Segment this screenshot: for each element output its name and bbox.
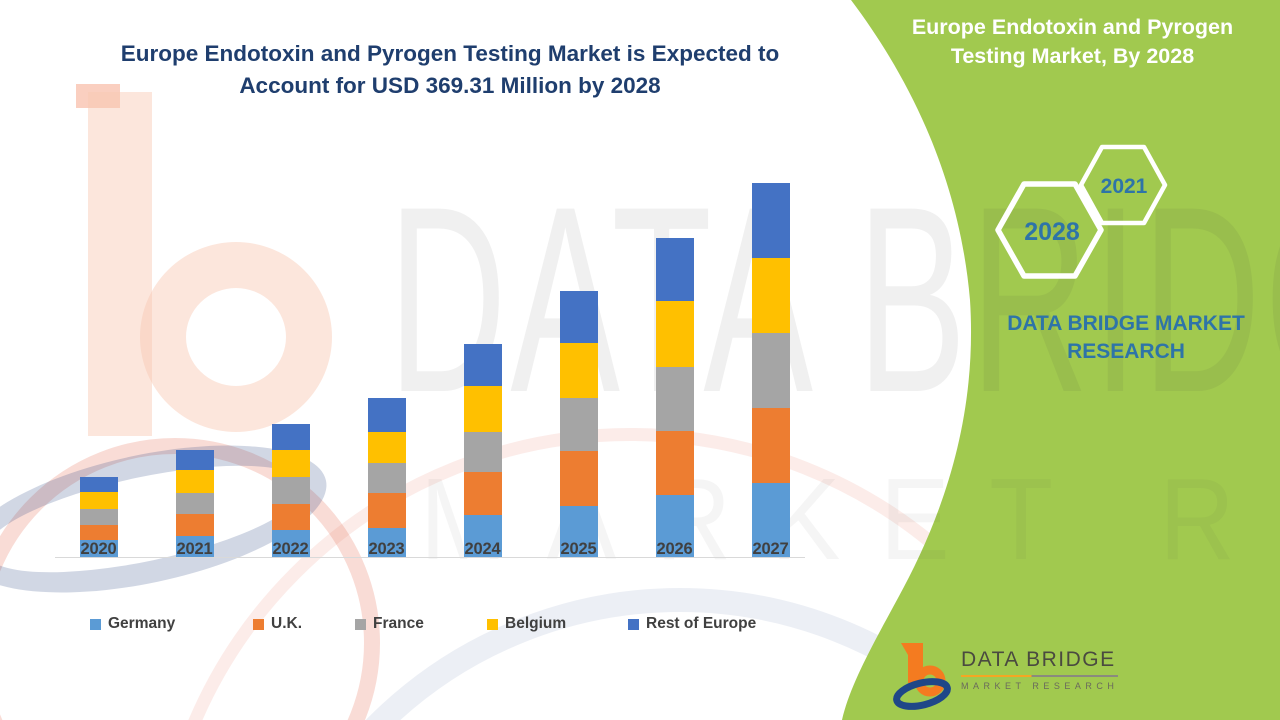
bar-segment-france-2020 bbox=[79, 509, 118, 525]
bar-segment-france-2021 bbox=[175, 493, 214, 514]
x-axis-label-2024: 2024 bbox=[464, 540, 501, 558]
bar-segment-u-k-2022 bbox=[271, 504, 310, 530]
bar-segment-belgium-2021 bbox=[175, 470, 214, 493]
bar-segment-u-k-2020 bbox=[79, 525, 118, 540]
x-axis-label-2021: 2021 bbox=[176, 540, 213, 558]
bar-segment-u-k-2025 bbox=[559, 451, 598, 506]
bar-segment-rest-of-europe-2026 bbox=[655, 238, 694, 301]
chart-title: Europe Endotoxin and Pyrogen Testing Mar… bbox=[75, 38, 825, 102]
legend-item-france: France bbox=[355, 615, 424, 633]
x-axis-line bbox=[55, 557, 805, 558]
bar-segment-germany-2023 bbox=[367, 528, 406, 557]
bar-segment-belgium-2020 bbox=[79, 492, 118, 509]
legend-label-germany: Germany bbox=[108, 615, 176, 632]
bar-segment-belgium-2027 bbox=[751, 258, 790, 333]
bar-segment-france-2027 bbox=[751, 333, 790, 408]
logo-name: DATA BRIDGE bbox=[961, 648, 1116, 671]
bar-column-2022 bbox=[271, 424, 310, 557]
legend-swatch-belgium bbox=[487, 618, 498, 630]
legend-label-belgium: Belgium bbox=[505, 615, 567, 632]
bar-segment-rest-of-europe-2021 bbox=[175, 450, 214, 470]
legend-swatch-rest-of-europe bbox=[628, 618, 639, 630]
bar-segment-u-k-2021 bbox=[175, 514, 214, 536]
bar-segment-germany-2025 bbox=[559, 506, 598, 557]
bar-column-2026 bbox=[655, 238, 694, 557]
bar-segment-germany-2022 bbox=[271, 530, 310, 557]
data-bridge-logo-icon bbox=[893, 643, 951, 710]
logo-divider bbox=[961, 675, 1119, 677]
legend-swatch-u-k bbox=[253, 618, 264, 630]
bar-segment-u-k-2027 bbox=[751, 408, 790, 483]
hexagon-label-2021: 2021 bbox=[1100, 175, 1148, 198]
hexagon-badges bbox=[995, 144, 1168, 279]
legend-swatch-france bbox=[355, 618, 366, 630]
bar-segment-germany-2026 bbox=[655, 495, 694, 557]
bar-segment-u-k-2026 bbox=[655, 431, 694, 495]
bar-segment-rest-of-europe-2024 bbox=[463, 344, 502, 386]
side-panel-title-line1: Europe Endotoxin and Pyrogen bbox=[911, 15, 1234, 39]
legend-label-france: France bbox=[373, 615, 424, 632]
logo-text-block: DATA BRIDGE MARKET RESEARCH bbox=[961, 636, 1119, 716]
legend-swatch-germany bbox=[90, 618, 101, 630]
legend-item-belgium: Belgium bbox=[487, 615, 566, 633]
bar-column-2024 bbox=[463, 344, 502, 557]
data-bridge-logo: DATA BRIDGE MARKET RESEARCH bbox=[893, 636, 1133, 716]
x-axis-label-2025: 2025 bbox=[560, 540, 597, 558]
bar-segment-germany-2027 bbox=[751, 483, 790, 557]
legend: Germany U.K. France Belgium Rest of Europe bbox=[60, 615, 805, 643]
bar-segment-france-2024 bbox=[463, 432, 502, 472]
bar-column-2023 bbox=[367, 398, 406, 557]
bar-segment-belgium-2025 bbox=[559, 343, 598, 398]
bar-column-2021 bbox=[175, 450, 214, 557]
x-axis-label-2023: 2023 bbox=[368, 540, 405, 558]
side-panel-title: Europe Endotoxin and Pyrogen Testing Mar… bbox=[880, 13, 1265, 71]
x-axis-label-2022: 2022 bbox=[272, 540, 309, 558]
bar-segment-rest-of-europe-2022 bbox=[271, 424, 310, 450]
brand-text: DATA BRIDGE MARKET RESEARCH bbox=[1007, 312, 1245, 363]
bar-segment-rest-of-europe-2020 bbox=[79, 477, 118, 492]
bar-segment-france-2025 bbox=[559, 398, 598, 451]
bar-segment-france-2023 bbox=[367, 463, 406, 493]
legend-item-germany: Germany bbox=[90, 615, 175, 633]
hexagon-label-2028: 2028 bbox=[1024, 218, 1080, 246]
bar-column-2020 bbox=[79, 477, 118, 557]
bar-chart-plot: 2020 2021 2022 2023 2024 2025 2026 2027 bbox=[55, 168, 805, 558]
bar-segment-rest-of-europe-2025 bbox=[559, 291, 598, 343]
bar-segment-belgium-2023 bbox=[367, 432, 406, 463]
bar-segment-rest-of-europe-2027 bbox=[751, 183, 790, 258]
side-panel-title-line2: Testing Market, By 2028 bbox=[950, 44, 1195, 68]
bar-segment-germany-2024 bbox=[463, 515, 502, 557]
bar-segment-germany-2020 bbox=[79, 540, 118, 557]
chart-title-line1: Europe Endotoxin and Pyrogen Testing Mar… bbox=[120, 41, 780, 66]
bar-segment-u-k-2024 bbox=[463, 472, 502, 515]
bar-segment-rest-of-europe-2023 bbox=[367, 398, 406, 432]
legend-label-rest-of-europe: Rest of Europe bbox=[646, 615, 757, 632]
legend-label-u-k: U.K. bbox=[271, 615, 302, 632]
bar-column-2027 bbox=[751, 183, 790, 557]
x-axis-label-2026: 2026 bbox=[656, 540, 693, 558]
logo-subtitle: MARKET RESEARCH bbox=[961, 681, 1119, 691]
legend-item-rest-of-europe: Rest of Europe bbox=[628, 615, 756, 633]
legend-item-u-k: U.K. bbox=[253, 615, 302, 633]
bar-column-2025 bbox=[559, 291, 598, 557]
bar-segment-france-2026 bbox=[655, 367, 694, 431]
x-axis-label-2027: 2027 bbox=[752, 540, 789, 558]
bar-segment-belgium-2024 bbox=[463, 386, 502, 432]
bar-segment-france-2022 bbox=[271, 477, 310, 504]
x-axis-label-2020: 2020 bbox=[80, 540, 117, 558]
bar-segment-belgium-2026 bbox=[655, 301, 694, 367]
bar-segment-u-k-2023 bbox=[367, 493, 406, 528]
chart-title-line2: Account for USD 369.31 Million by 2028 bbox=[239, 73, 661, 98]
bar-segment-belgium-2022 bbox=[271, 450, 310, 477]
bar-segment-germany-2021 bbox=[175, 536, 214, 557]
